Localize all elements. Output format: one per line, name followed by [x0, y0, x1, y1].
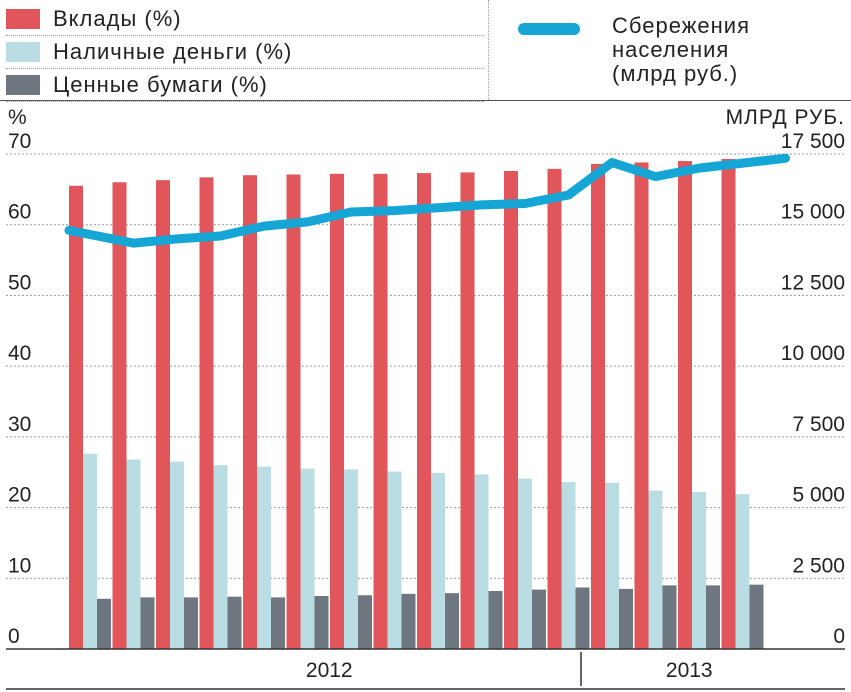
bar-cash [648, 490, 663, 649]
right-axis-title: МЛРД РУБ. [726, 106, 845, 129]
left-tick-label: 40 [8, 342, 31, 365]
legend-label-savings: Сбережения населения (млрд руб.) [612, 14, 750, 86]
bar-securities [227, 596, 242, 649]
bar-securities [532, 589, 546, 649]
bar-deposits [373, 173, 388, 650]
bar-cash [431, 472, 445, 649]
bar-deposits [286, 174, 301, 649]
bar-securities [271, 597, 285, 649]
bar-securities [97, 598, 111, 649]
bar-deposits [460, 172, 475, 649]
bar-securities [706, 585, 720, 649]
bar-cash [561, 482, 576, 649]
chart-legend: Вклады (%) Наличные деньги (%) Ценные бу… [0, 0, 851, 102]
right-tick-label: 5 000 [792, 484, 845, 507]
right-tick-label: 12 500 [781, 271, 845, 294]
bar-securities [575, 587, 590, 649]
right-tick-label: 2 500 [792, 554, 845, 577]
bar-securities [749, 584, 764, 649]
bar-cash [126, 459, 141, 649]
bar-deposits [156, 180, 170, 649]
bar-deposits [721, 158, 736, 649]
right-tick-label: 17 500 [781, 130, 845, 153]
bar-securities [488, 591, 503, 649]
bar-deposits [678, 161, 692, 650]
year-label: 2012 [306, 659, 353, 682]
bar-cash [83, 453, 97, 649]
right-tick-label: 15 000 [781, 201, 845, 224]
bar-cash [213, 465, 228, 649]
bar-deposits [591, 163, 605, 649]
year-label: 2013 [666, 659, 713, 682]
bar-deposits [112, 182, 127, 650]
legend-swatch-securities [6, 74, 40, 95]
bar-cash [257, 466, 271, 649]
bar-deposits [634, 162, 649, 649]
bar-cash [735, 494, 750, 649]
right-tick-label: 7 500 [792, 413, 845, 436]
right-tick-label: 10 000 [781, 342, 845, 365]
left-tick-label: 60 [8, 201, 31, 224]
bar-securities [619, 588, 633, 649]
bar-cash [605, 482, 619, 649]
legend-item-deposits: Вклады (%) [6, 2, 484, 36]
savings-line [64, 153, 790, 248]
savings-line-group [64, 153, 790, 248]
bar-cash [344, 469, 358, 649]
legend-item-securities: Ценные бумаги (%) [6, 68, 484, 102]
left-tick-label: 10 [8, 554, 31, 577]
bar-securities [358, 595, 372, 649]
bar-deposits [417, 173, 431, 650]
legend-divider [488, 0, 489, 100]
legend-label-cash: Наличные деньги (%) [53, 38, 293, 64]
bar-cash [387, 471, 402, 649]
bar-securities [314, 595, 329, 649]
left-tick-label: 70 [8, 130, 31, 153]
bar-deposits [547, 168, 562, 649]
legend-label-deposits: Вклады (%) [53, 5, 182, 31]
legend-bottom-rule [0, 100, 851, 101]
legend-label-savings-line3: (млрд руб.) [612, 61, 739, 86]
bar-securities [401, 593, 416, 649]
bar-deposits [69, 185, 83, 650]
left-tick-label: 30 [8, 413, 31, 436]
bar-securities [140, 597, 155, 649]
left-tick-label: 50 [8, 271, 31, 294]
legend-label-securities: Ценные бумаги (%) [53, 71, 268, 97]
bar-deposits [330, 173, 344, 650]
right-tick-label: 0 [833, 625, 845, 648]
bar-cash [300, 468, 315, 649]
bar-securities [445, 593, 459, 649]
bar-deposits [504, 170, 518, 649]
left-tick-label: 20 [8, 484, 31, 507]
bar-cash [474, 474, 489, 649]
bar-deposits [199, 177, 214, 650]
legend-swatch-deposits [6, 8, 40, 29]
left-axis-title: % [8, 106, 27, 129]
bar-cash [170, 461, 184, 649]
legend-label-savings-line1: Сбережения [612, 13, 751, 38]
legend-swatch-savings [518, 23, 580, 35]
left-tick-label: 0 [8, 625, 20, 648]
legend-swatch-cash [6, 41, 40, 62]
bar-cash [692, 492, 706, 649]
axes-group: % МЛРД РУБ. 0 10 20 30 40 50 60 70 0 2 500 5 000 7 50… [6, 106, 845, 690]
bar-securities [184, 597, 198, 649]
legend-item-cash: Наличные деньги (%) [6, 35, 484, 69]
bars-group [69, 158, 764, 650]
legend-label-savings-line2: населения [612, 37, 730, 62]
bar-cash [518, 478, 532, 649]
bar-deposits [243, 175, 257, 649]
bar-securities [662, 585, 677, 649]
